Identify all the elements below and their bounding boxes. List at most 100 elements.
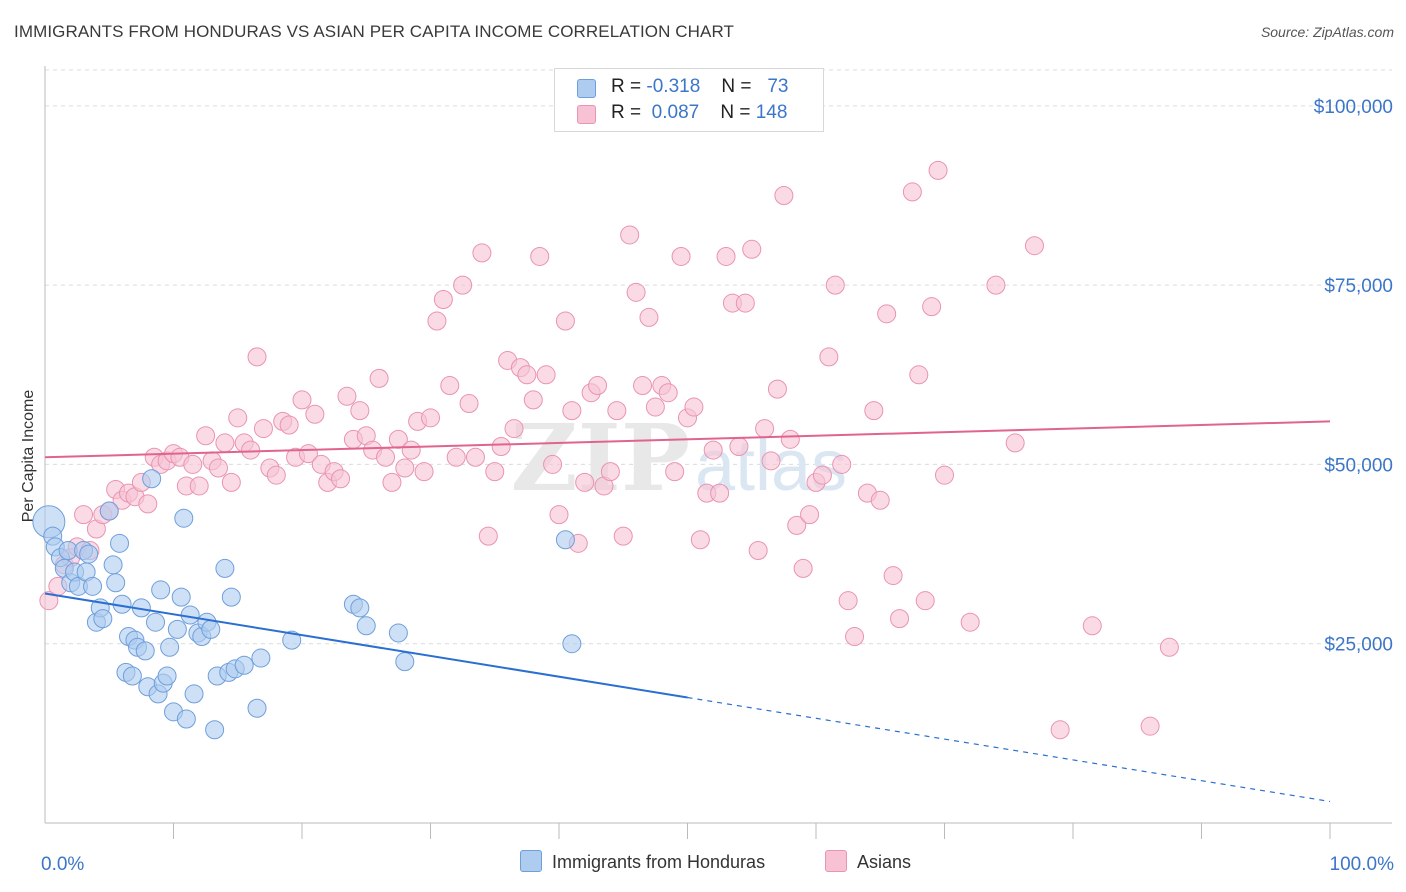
asians-point (1024, 236, 1044, 256)
asians-point (183, 454, 203, 474)
honduras-point (555, 530, 575, 550)
asians-point (292, 390, 312, 410)
honduras-point (247, 698, 267, 718)
asians-point (350, 401, 370, 421)
asians-point (562, 401, 582, 421)
honduras-point (395, 652, 415, 672)
asians-point (729, 437, 749, 456)
asians-point (196, 426, 216, 446)
x-tick-label-end: 100.0% (1330, 854, 1395, 875)
asians-point (684, 397, 704, 417)
honduras-point (215, 558, 235, 578)
honduras-point (388, 623, 408, 643)
asians-point (549, 505, 569, 525)
honduras-point (106, 573, 126, 593)
bottom-legend-label-honduras: Immigrants from Honduras (552, 852, 766, 872)
asians-point (787, 515, 807, 535)
asians-point (774, 186, 794, 205)
asians-point (504, 419, 524, 439)
asians-point (710, 483, 730, 503)
asians-point (845, 627, 865, 647)
honduras-point (562, 634, 582, 654)
asians-point (935, 465, 954, 485)
asians-point (421, 408, 440, 428)
asians-point (735, 293, 755, 313)
asians-point (446, 447, 466, 467)
asians-point (690, 530, 710, 550)
bottom-legend-swatch-honduras (520, 850, 542, 872)
asians-point (555, 311, 575, 331)
x-tick-label-start: 0.0% (41, 854, 84, 875)
honduras-point (171, 587, 191, 607)
honduras-point (99, 501, 119, 521)
asians-point (716, 246, 736, 266)
asians-point (658, 383, 678, 403)
asians-points (39, 160, 1179, 740)
asians-point (189, 476, 209, 496)
asians-point (767, 379, 787, 399)
asians-point (793, 558, 813, 578)
asians-point (600, 462, 620, 482)
honduras-point (356, 616, 376, 636)
honduras-point (151, 580, 171, 600)
honduras-point (282, 630, 302, 650)
honduras-point (176, 709, 196, 729)
asians-point (1159, 637, 1179, 657)
asians-point (369, 368, 389, 388)
asians-point (433, 289, 453, 309)
honduras-point (110, 533, 130, 553)
asians-point (639, 307, 659, 327)
asians-point (838, 591, 858, 611)
honduras-trend-line (44, 592, 688, 699)
asians-point (401, 440, 421, 460)
asians-point (902, 182, 922, 202)
asians-point (986, 275, 1006, 295)
asians-point (138, 494, 158, 514)
honduras-point (251, 648, 271, 668)
asians-point (890, 609, 910, 629)
asians-point (1140, 716, 1160, 736)
legend-swatch-honduras (577, 79, 596, 98)
asians-point (819, 347, 839, 367)
asians-point (812, 465, 832, 485)
trend-lines (44, 420, 1331, 803)
bottom-legend-swatch-asians (825, 850, 847, 872)
asians-point (453, 275, 473, 295)
asians-point (215, 433, 235, 453)
asians-point (523, 390, 543, 410)
bottom-legend-label-asians: Asians (857, 852, 912, 872)
legend-swatch-asians (577, 105, 596, 124)
asians-point (228, 408, 248, 428)
asians-point (800, 505, 820, 525)
asians-point (665, 462, 685, 482)
asians-point (883, 566, 903, 586)
asians-point (761, 451, 781, 471)
correlation-legend: R = -0.318 N = 73 R = 0.087 N = 148 (554, 68, 824, 132)
asians-point (607, 401, 627, 421)
legend-r-value: -0.318 (646, 76, 701, 97)
honduras-point (205, 720, 225, 740)
asians-point (755, 419, 775, 439)
asians-point (613, 526, 633, 546)
asians-point (305, 404, 325, 424)
bottom-legend-asians: Asians (825, 850, 911, 873)
asians-point (337, 386, 357, 406)
legend-r-label: R = (611, 102, 642, 123)
asians-point (266, 465, 286, 485)
asians-point (909, 365, 929, 385)
asians-point (485, 462, 505, 482)
source-label: Source: ZipAtlas.com (1260, 24, 1394, 40)
asians-point (74, 505, 94, 525)
honduras-point (184, 684, 204, 704)
honduras-point (160, 637, 180, 657)
asians-point (472, 243, 492, 263)
asians-point (247, 347, 267, 367)
grid-layer (45, 69, 1392, 645)
honduras-point (146, 612, 166, 632)
legend-r-label: R = (611, 76, 642, 97)
asians-point (1082, 616, 1102, 636)
asians-point (742, 239, 762, 259)
asians-point (376, 447, 396, 467)
legend-r-value: 0.087 (651, 102, 700, 123)
